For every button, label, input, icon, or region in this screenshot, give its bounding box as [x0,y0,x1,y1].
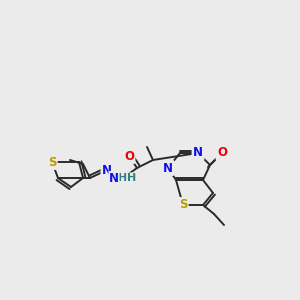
Text: S: S [48,155,56,169]
Text: S: S [179,199,187,212]
Text: H: H [127,173,136,183]
Text: O: O [217,146,227,160]
Text: N: N [193,146,203,160]
Text: N: N [163,161,173,175]
Text: N: N [102,164,112,176]
Text: H: H [118,173,127,183]
Text: O: O [124,149,134,163]
Text: N: N [109,172,119,184]
